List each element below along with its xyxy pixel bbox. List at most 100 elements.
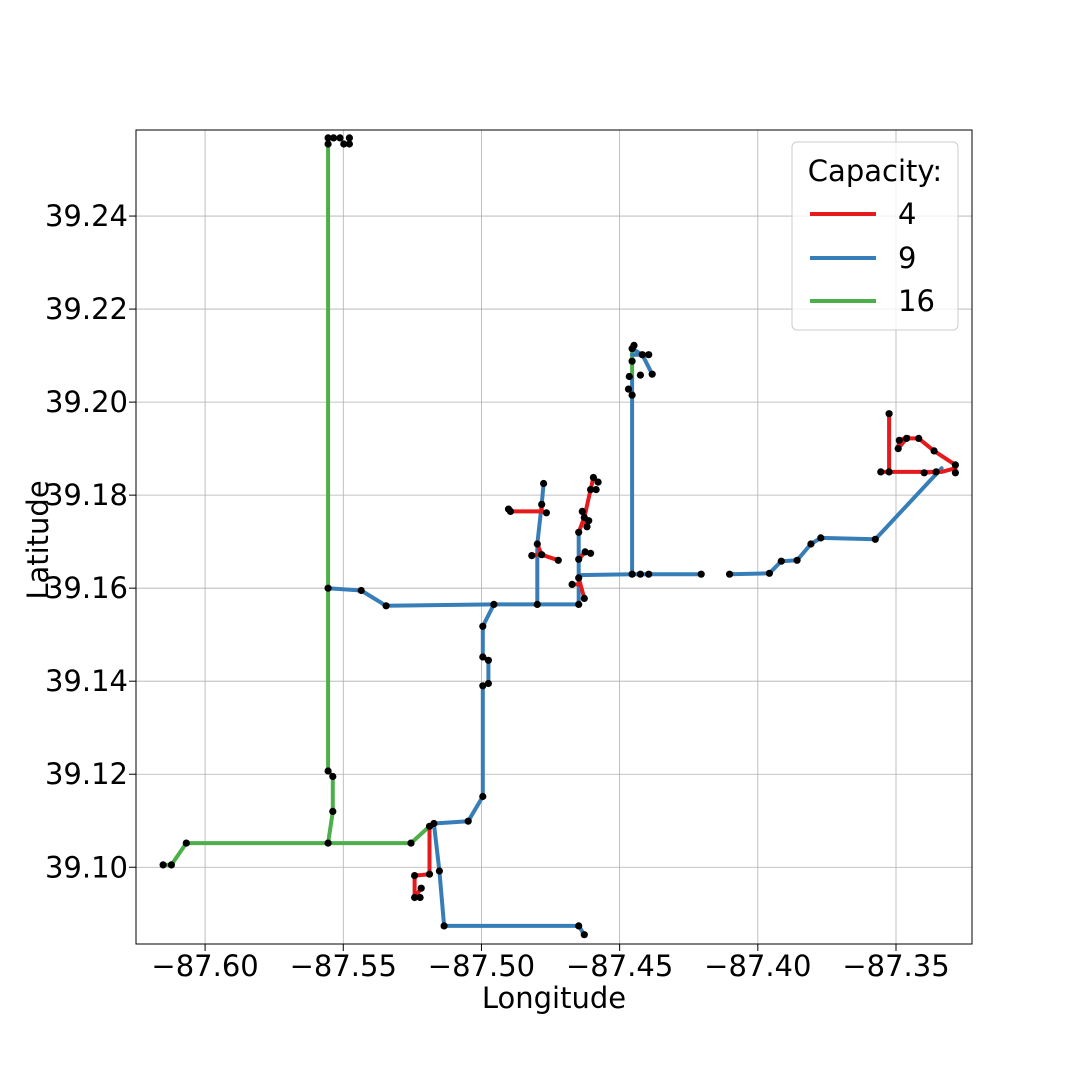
x-tick-label: −87.35 bbox=[842, 949, 949, 983]
node-point bbox=[411, 872, 419, 880]
node-point bbox=[324, 767, 332, 775]
node-point bbox=[490, 600, 498, 609]
node-point bbox=[726, 570, 734, 578]
node-point bbox=[479, 622, 487, 630]
node-point bbox=[645, 570, 653, 578]
node-point bbox=[340, 140, 348, 148]
node-point bbox=[324, 584, 332, 592]
node-point bbox=[533, 600, 541, 609]
node-point bbox=[807, 540, 815, 548]
node-point bbox=[484, 656, 492, 664]
node-point bbox=[538, 500, 546, 508]
x-tick-label: −87.40 bbox=[704, 949, 811, 983]
node-point bbox=[435, 867, 443, 875]
node-point bbox=[533, 540, 541, 548]
node-point bbox=[871, 535, 879, 543]
grid-lines bbox=[136, 130, 972, 944]
node-point bbox=[329, 772, 337, 781]
node-point bbox=[407, 839, 415, 847]
node-point bbox=[895, 436, 903, 444]
node-point bbox=[575, 600, 583, 609]
node-point bbox=[885, 410, 893, 418]
node-markers bbox=[159, 134, 960, 939]
node-point bbox=[324, 839, 332, 847]
node-point bbox=[630, 341, 638, 349]
node-point bbox=[765, 569, 774, 577]
node-point bbox=[540, 479, 548, 488]
legend-title: Capacity: bbox=[808, 154, 942, 188]
node-point bbox=[554, 556, 562, 564]
node-point bbox=[425, 870, 434, 878]
node-point bbox=[624, 385, 633, 393]
y-axis-label: Latitude bbox=[21, 480, 55, 599]
node-point bbox=[594, 478, 602, 486]
y-tick-label: 39.10 bbox=[45, 850, 128, 884]
node-point bbox=[625, 372, 633, 381]
node-point bbox=[417, 884, 425, 892]
node-point bbox=[583, 523, 591, 531]
node-point bbox=[479, 792, 487, 801]
legend: Capacity: 4 9 16 bbox=[791, 141, 959, 331]
node-point bbox=[464, 817, 472, 825]
node-point bbox=[425, 822, 434, 830]
node-point bbox=[638, 351, 646, 359]
node-point bbox=[915, 434, 923, 442]
node-point bbox=[159, 861, 167, 869]
node-point bbox=[645, 351, 653, 359]
node-point bbox=[324, 134, 332, 142]
node-point bbox=[580, 594, 588, 603]
node-point bbox=[894, 445, 902, 453]
node-point bbox=[575, 528, 583, 536]
node-point bbox=[777, 557, 785, 565]
legend-label-capacity-16: 16 bbox=[898, 284, 935, 318]
node-point bbox=[575, 555, 583, 563]
node-point bbox=[592, 486, 600, 494]
x-tick-label: −87.55 bbox=[290, 949, 397, 983]
node-point bbox=[636, 371, 645, 379]
node-point bbox=[484, 679, 492, 688]
node-point bbox=[585, 517, 593, 525]
node-point bbox=[182, 839, 190, 847]
node-point bbox=[817, 534, 825, 542]
node-point bbox=[440, 922, 448, 930]
node-point bbox=[528, 552, 536, 560]
node-point bbox=[920, 469, 928, 477]
node-point bbox=[697, 570, 705, 578]
node-point bbox=[504, 505, 513, 513]
node-point bbox=[951, 469, 960, 477]
edge-line bbox=[535, 481, 546, 607]
edge-line bbox=[878, 411, 958, 475]
y-tick-label: 39.12 bbox=[45, 757, 128, 791]
node-point bbox=[336, 134, 344, 142]
y-tick-label: 39.18 bbox=[45, 478, 128, 512]
node-point bbox=[648, 370, 656, 378]
node-point bbox=[538, 551, 546, 559]
y-tick-label: 39.20 bbox=[45, 385, 128, 419]
node-point bbox=[416, 893, 424, 902]
node-point bbox=[628, 391, 636, 399]
x-axis-ticks: −87.60 −87.55 −87.50 −87.45 −87.40 −87.35 bbox=[151, 944, 950, 983]
x-tick-label: −87.60 bbox=[151, 949, 258, 983]
edge-line bbox=[412, 824, 432, 900]
y-tick-label: 39.14 bbox=[45, 664, 128, 698]
x-tick-label: −87.50 bbox=[428, 949, 535, 983]
node-point bbox=[628, 570, 636, 578]
node-point bbox=[575, 922, 583, 930]
node-point bbox=[167, 861, 175, 869]
node-point bbox=[578, 507, 586, 515]
node-point bbox=[329, 807, 337, 816]
node-point bbox=[628, 357, 636, 365]
node-point bbox=[568, 580, 576, 589]
y-tick-label: 39.22 bbox=[45, 292, 128, 326]
node-point bbox=[580, 931, 588, 939]
node-point bbox=[902, 434, 911, 442]
node-point bbox=[589, 473, 598, 482]
x-axis-label: Longitude bbox=[482, 981, 626, 1015]
edge-line bbox=[326, 586, 581, 608]
node-point bbox=[479, 682, 487, 690]
plot-frame bbox=[135, 129, 973, 945]
node-point bbox=[877, 468, 885, 476]
node-point bbox=[542, 509, 551, 517]
node-point bbox=[357, 586, 365, 595]
